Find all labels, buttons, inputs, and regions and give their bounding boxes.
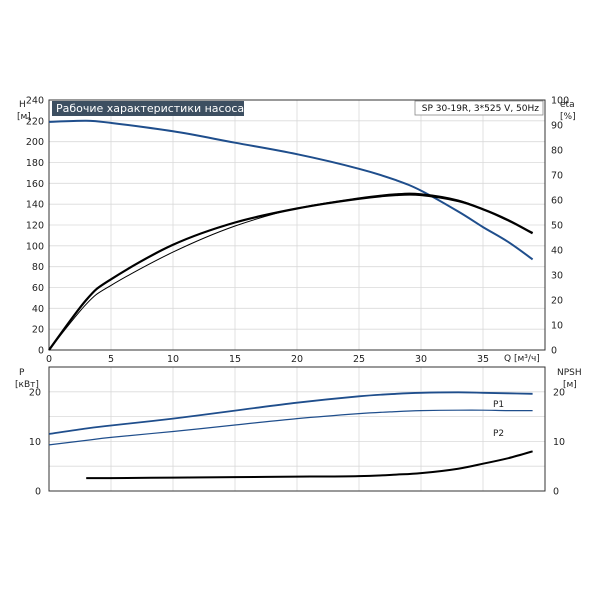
- efficiency-tick-label: 10: [551, 321, 563, 332]
- head-tick-label: 40: [32, 304, 44, 315]
- head-axis-unit: [м]: [17, 112, 31, 122]
- title-box: [52, 101, 244, 116]
- npsh-curve: [86, 450, 533, 480]
- power-axis-label: P: [19, 368, 25, 378]
- flow-tick-label: 30: [415, 354, 427, 365]
- flow-tick-label: 20: [291, 354, 303, 365]
- efficiency-tick-label: 0: [551, 346, 557, 357]
- efficiency-axis-unit: [%]: [560, 112, 576, 122]
- head-tick-label: 140: [26, 200, 44, 211]
- efficiency-tick-label: 40: [551, 246, 563, 257]
- flow-axis-label: Q: [504, 354, 511, 364]
- model-box: [414, 100, 544, 116]
- flow-tick-label: 5: [108, 354, 114, 365]
- head-tick-label: 160: [26, 179, 44, 190]
- head-axis-label: H: [19, 100, 26, 110]
- power-axis-unit: [кВт]: [15, 380, 39, 390]
- p1-curve-label: P1: [493, 400, 504, 410]
- head-tick-label: 60: [32, 283, 44, 294]
- npsh-tick-label: 0: [553, 487, 559, 498]
- p2-power-curve: [48, 409, 533, 446]
- flow-tick-label: 35: [477, 354, 489, 365]
- head-tick-label: 180: [26, 158, 44, 169]
- efficiency-curve-thin: [48, 192, 533, 351]
- flow-tick-label: 25: [353, 354, 365, 365]
- npsh-axis-label: NPSH: [557, 368, 582, 378]
- pump-model-label: SP 30-19R, 3*525 V, 50Hz: [422, 104, 539, 114]
- curves: [48, 119, 534, 480]
- head-tick-label: 240: [26, 96, 44, 107]
- power-tick-label: 20: [29, 387, 41, 398]
- efficiency-tick-label: 50: [551, 221, 563, 232]
- chart-title: Рабочие характеристики насоса: [56, 102, 244, 115]
- flow-tick-label: 10: [167, 354, 179, 365]
- bottom-plot-frame: [48, 366, 546, 492]
- efficiency-axis-label: eta: [560, 100, 575, 110]
- efficiency-tick-label: 80: [551, 146, 563, 157]
- top-plot-frame: [48, 99, 546, 351]
- head-tick-label: 200: [26, 137, 44, 148]
- head-tick-label: 20: [32, 325, 44, 336]
- head-curve: [48, 119, 534, 261]
- efficiency-tick-label: 90: [551, 121, 563, 132]
- power-tick-label: 0: [35, 487, 41, 498]
- power-tick-label: 10: [29, 437, 41, 448]
- npsh-axis-unit: [м]: [563, 380, 577, 390]
- efficiency-tick-label: 20: [551, 296, 563, 307]
- efficiency-tick-label: 30: [551, 271, 563, 282]
- p1-power-curve: [48, 391, 533, 435]
- head-tick-label: 120: [26, 221, 44, 232]
- efficiency-tick-label: 70: [551, 171, 563, 182]
- flow-axis-unit: [м³/ч]: [514, 354, 540, 364]
- head-tick-label: 220: [26, 116, 44, 127]
- head-tick-label: 80: [32, 262, 44, 273]
- head-tick-label: 0: [38, 346, 44, 357]
- p2-curve-label: P2: [493, 429, 504, 439]
- flow-tick-label: 0: [46, 354, 52, 365]
- flow-tick-label: 15: [229, 354, 241, 365]
- npsh-tick-label: 20: [553, 387, 565, 398]
- efficiency-tick-label: 60: [551, 196, 563, 207]
- head-tick-label: 100: [26, 241, 44, 252]
- efficiency-tick-label: 100: [551, 96, 569, 107]
- npsh-tick-label: 10: [553, 437, 565, 448]
- tick-labels: 0204060801001201401601802002202400102030…: [26, 96, 569, 498]
